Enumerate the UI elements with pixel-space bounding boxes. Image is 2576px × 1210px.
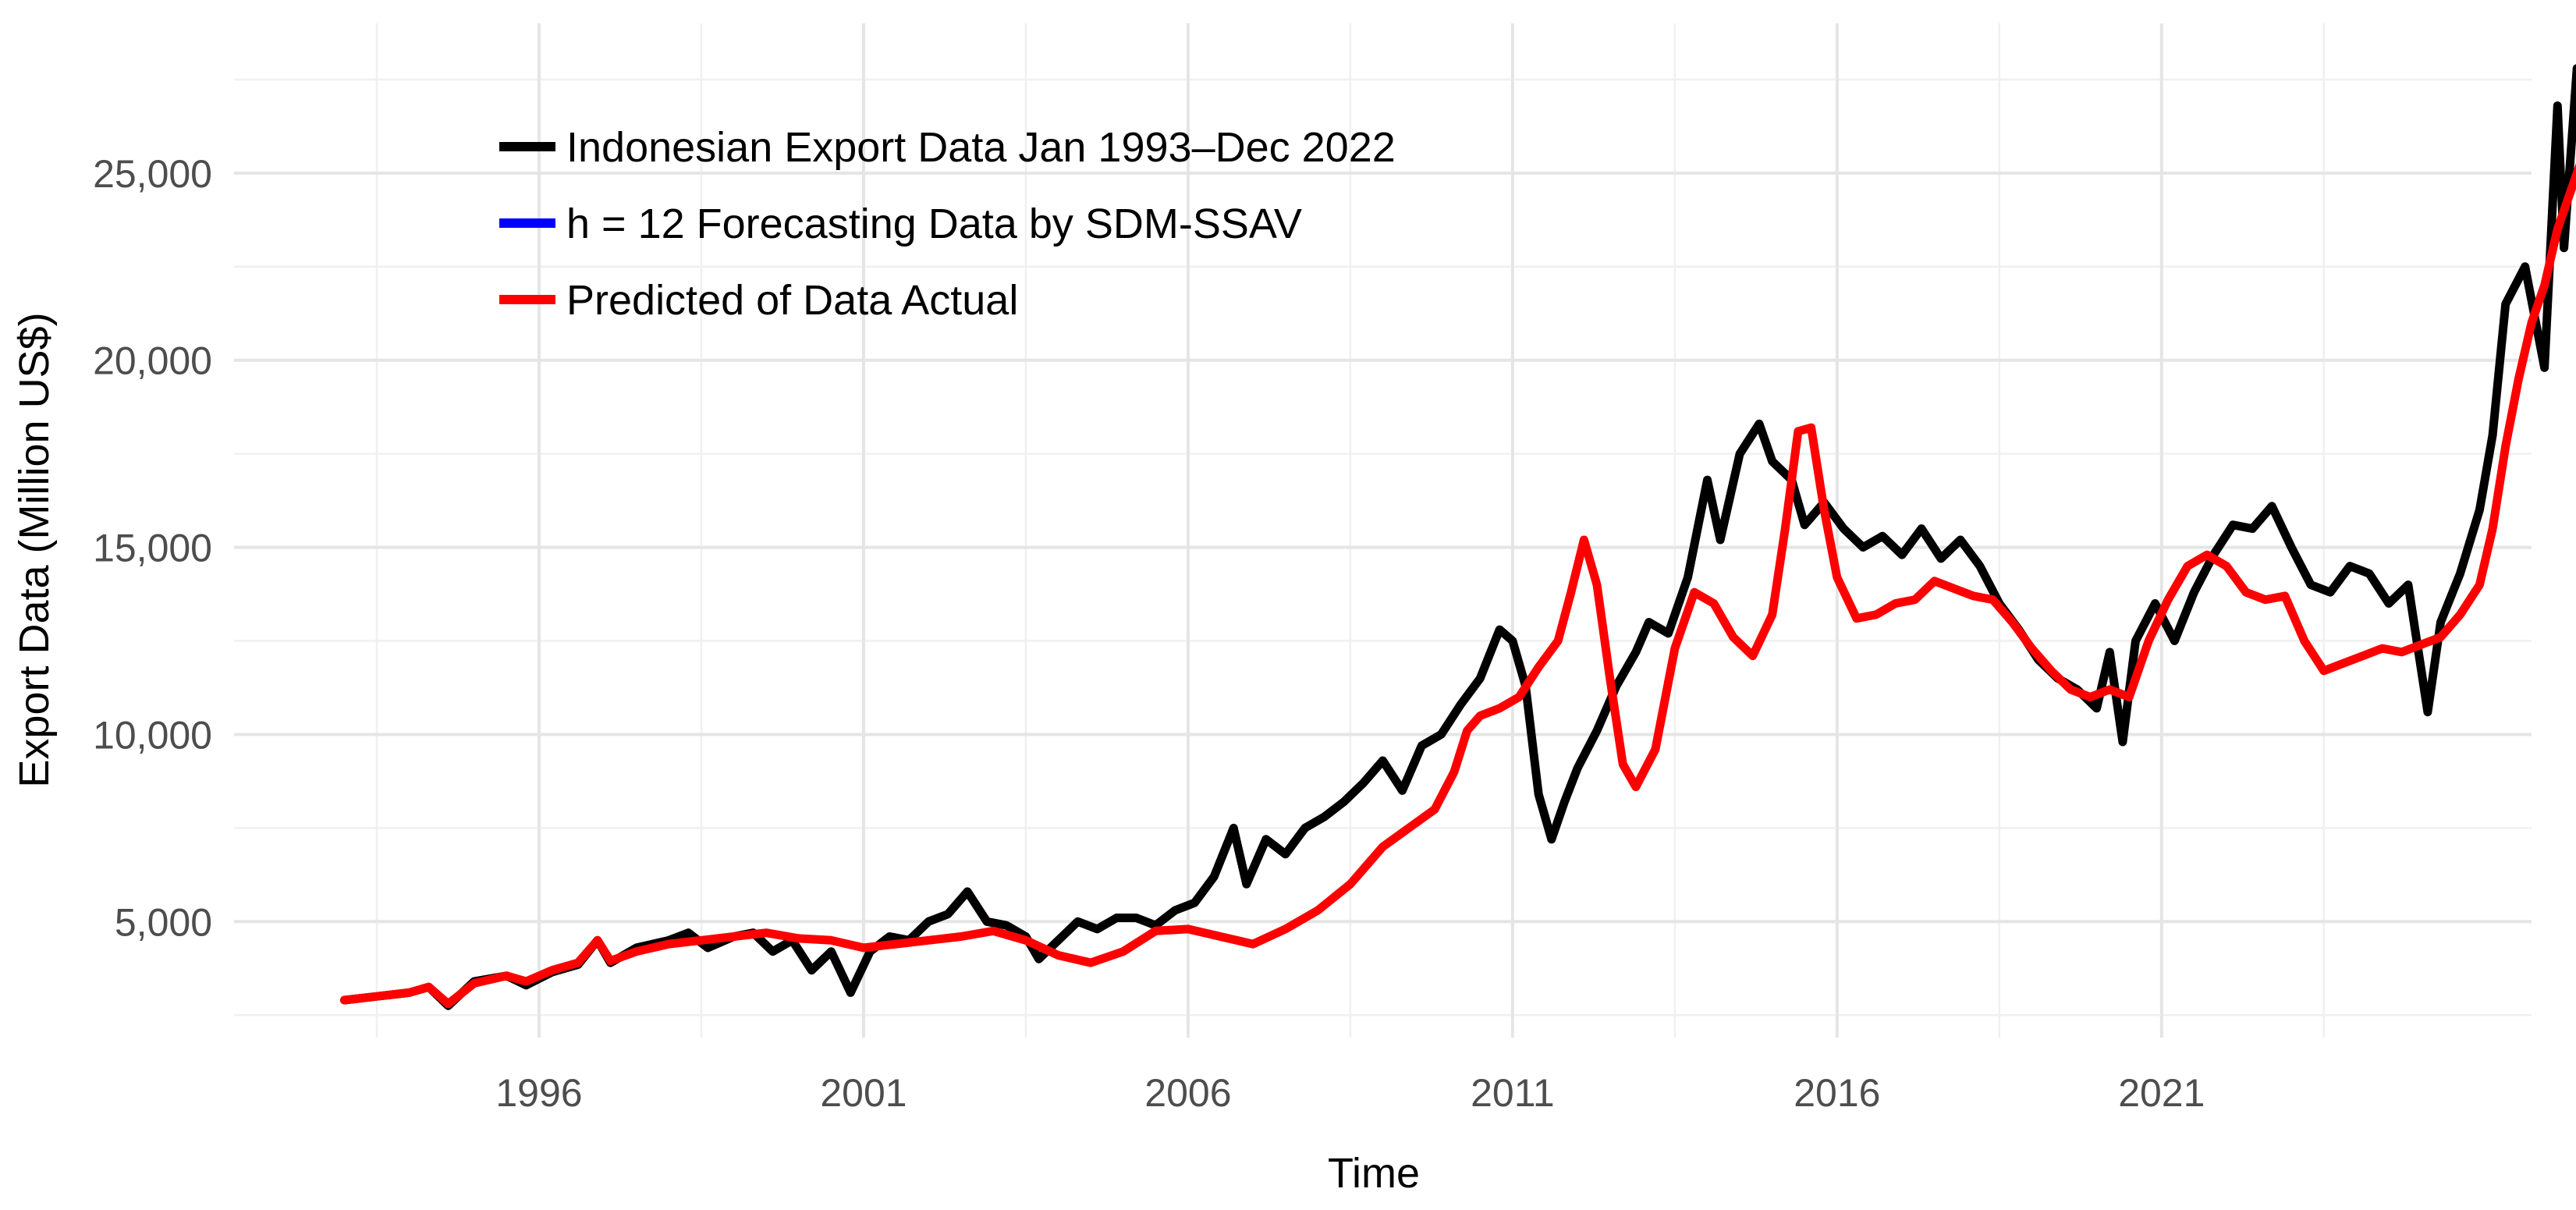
legend-label-1: Indonesian Export Data Jan 1993–Dec 2022 bbox=[566, 124, 1396, 171]
x-tick-label: 1996 bbox=[495, 1071, 582, 1115]
series-line-1 bbox=[339, 64, 2576, 1010]
y-axis-title: Export Data (Million US$) bbox=[11, 312, 58, 787]
y-tick-label: 20,000 bbox=[93, 339, 212, 383]
series-line-3 bbox=[339, 162, 2576, 1009]
plot-series bbox=[339, 64, 2576, 1010]
y-tick-label: 15,000 bbox=[93, 527, 212, 570]
x-tick-label: 2021 bbox=[2118, 1071, 2205, 1115]
x-tick-label: 2011 bbox=[1471, 1071, 1555, 1115]
grid bbox=[234, 23, 2532, 1038]
legend: Indonesian Export Data Jan 1993–Dec 2022… bbox=[499, 124, 1396, 324]
legend-label-3: Predicted of Data Actual bbox=[566, 277, 1018, 324]
legend-label-2: h = 12 Forecasting Data by SDM-SSAV bbox=[566, 200, 1302, 247]
x-tick-label: 2016 bbox=[1794, 1071, 1880, 1115]
y-tick-label: 10,000 bbox=[93, 713, 212, 757]
y-tick-label: 5,000 bbox=[115, 900, 212, 944]
tick-labels: 1996 2001 2006 2011 2016 2021 5,000 10,000 15,00… bbox=[93, 152, 2205, 1115]
y-tick-label: 25,000 bbox=[93, 152, 212, 196]
x-tick-label: 2001 bbox=[820, 1071, 907, 1115]
x-tick-label: 2006 bbox=[1144, 1071, 1231, 1115]
x-axis-title: Time bbox=[1328, 1150, 1420, 1197]
